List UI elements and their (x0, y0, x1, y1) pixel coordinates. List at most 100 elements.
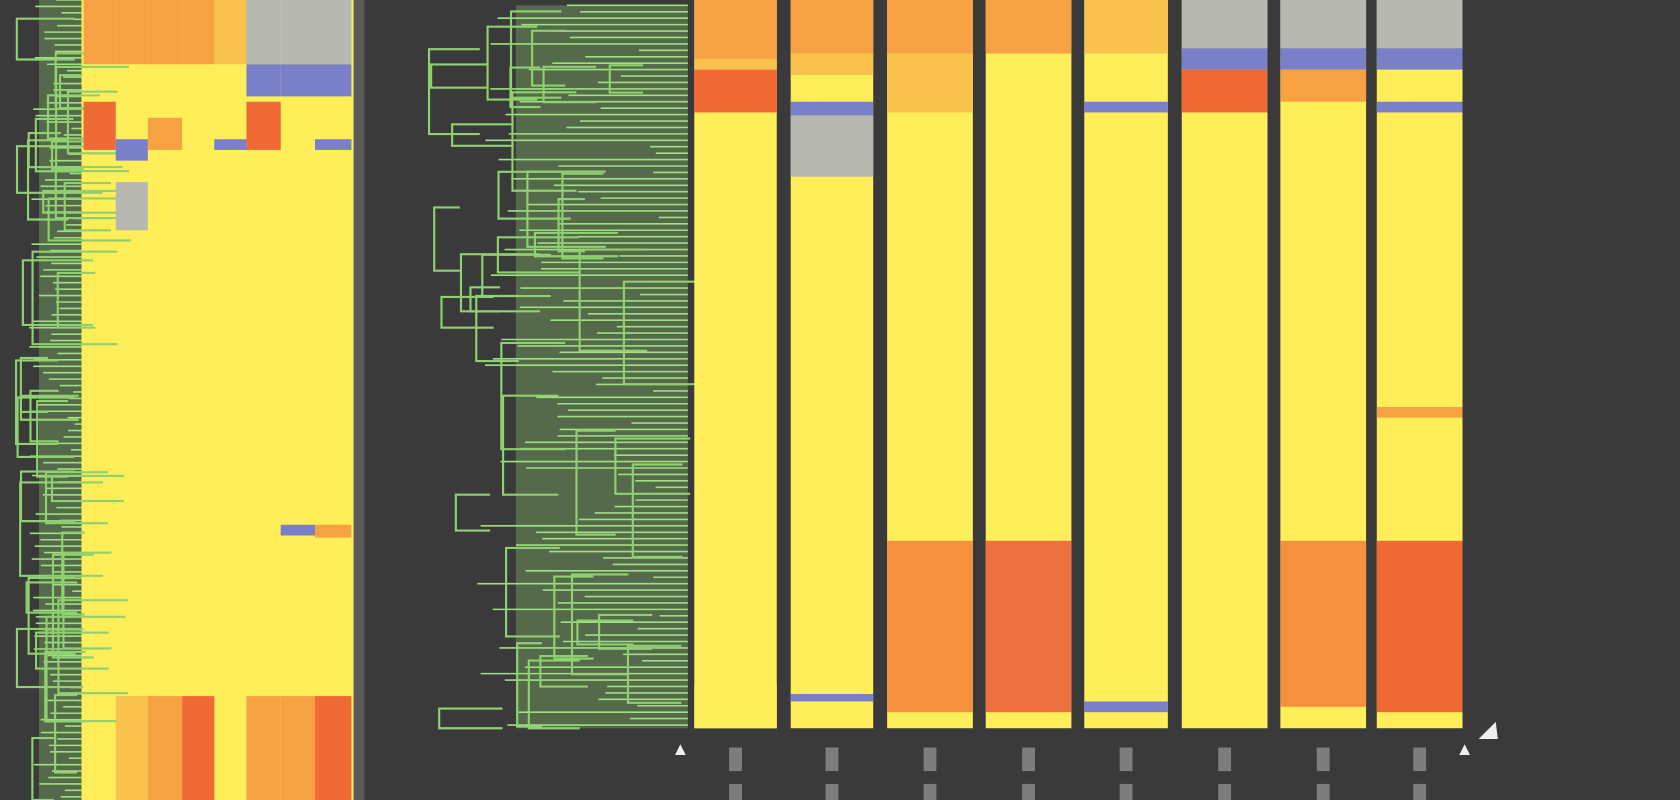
heatmap-band (1280, 540, 1367, 707)
dendrogram-branch (578, 248, 648, 352)
dendrogram-branch (36, 399, 69, 478)
dendrogram-branch (502, 394, 559, 496)
heatmap-band (1084, 0, 1168, 54)
heatmap-band (182, 0, 215, 65)
heatmap-band (1376, 406, 1463, 418)
dendrogram-branch (19, 394, 79, 421)
dendrogram-branch (531, 29, 566, 87)
dendrogram-branch (34, 117, 74, 173)
heatmap-band (790, 0, 874, 54)
heatmap-band (790, 101, 874, 116)
heatmap-band (315, 524, 352, 538)
heatmap-column (694, 0, 777, 729)
dendrogram-branch (31, 250, 118, 346)
dendrogram-branch (63, 181, 111, 232)
dendrogram-branch (26, 139, 69, 221)
heatmap-band (315, 0, 352, 65)
heatmap-band (887, 0, 973, 54)
dendrogram-branch (46, 94, 100, 140)
dendrogram-branch (509, 10, 562, 99)
dendrogram-branch (54, 693, 78, 774)
heatmap-band (115, 696, 148, 800)
heatmap-band (147, 0, 183, 65)
dendrogram-branch (496, 236, 579, 274)
column-label (1316, 783, 1330, 800)
column-label (729, 747, 742, 772)
heatmap-band (1280, 0, 1367, 49)
heatmap-band (694, 58, 777, 70)
dendrogram-branch (50, 140, 84, 171)
heatmap-band (214, 0, 247, 65)
heatmap-band (1376, 101, 1463, 113)
dendrogram-branch (19, 481, 103, 577)
heatmap-band (1181, 48, 1268, 70)
dendrogram-branch (438, 707, 503, 730)
column-label (1022, 747, 1035, 772)
heatmap-column (1181, 0, 1268, 729)
heatmap-band (1280, 48, 1367, 70)
heatmap-band (1181, 0, 1268, 49)
dendrogram-branch (481, 253, 551, 298)
heatmap-column (1084, 0, 1168, 729)
column-label (729, 783, 742, 800)
dendrogram-branch (16, 396, 75, 459)
column-label (1218, 783, 1232, 800)
heatmap-band (147, 117, 183, 150)
dendrogram-branch (45, 615, 126, 723)
dendrogram-branch (527, 659, 580, 730)
heatmap-band (1181, 69, 1268, 113)
dendrogram-branch (575, 429, 616, 536)
dendrogram-branch (15, 145, 103, 194)
dendrogram-branch (570, 573, 629, 676)
dendrogram-branch (622, 280, 697, 386)
heatmap-band (1376, 48, 1463, 70)
heatmap-band (790, 53, 874, 75)
column-markers (675, 721, 1498, 800)
dendrogram-branch (576, 619, 634, 646)
dendrogram-branch (56, 271, 96, 329)
heatmap-band (694, 685, 777, 729)
dendrogram-branch (44, 471, 108, 525)
dendrogram-branch (15, 17, 75, 61)
dendrogram-branch (19, 356, 49, 413)
dendrogram-branch (533, 231, 619, 258)
dendrogram-branch (608, 64, 644, 94)
heatmap-band (246, 101, 281, 150)
dendrogram-branch (469, 286, 501, 313)
dendrogram-branch (526, 170, 606, 248)
heatmap-band (315, 696, 352, 800)
dendrogram-branch (433, 206, 460, 272)
dendrogram-branch (57, 599, 128, 695)
heatmap-band (246, 696, 281, 800)
heatmap-band (315, 139, 352, 150)
heatmap-band (246, 64, 281, 97)
marker (1459, 721, 1498, 756)
dendrogram-branch (561, 172, 604, 260)
column-label (1119, 747, 1133, 772)
dendrogram-branch (509, 66, 541, 109)
dendrogram-branch (557, 197, 585, 253)
heatmap-band (115, 0, 148, 65)
dendrogram-branch (42, 189, 128, 214)
column-label (1316, 747, 1330, 772)
heatmap-band (1084, 701, 1168, 713)
dendrogram-branch (51, 553, 94, 659)
dendrogram-branch (516, 642, 542, 728)
column-label (1022, 783, 1035, 800)
heatmap-band (790, 115, 874, 177)
column-label (923, 747, 937, 772)
dendrogram-branch (50, 474, 125, 503)
left-dendrogram (15, 0, 132, 800)
heatmap-band (83, 0, 116, 65)
dendrogram-area (515, 5, 688, 729)
dendrogram-branch (553, 575, 594, 660)
dendrogram-branch (598, 613, 653, 650)
dendrogram-branch (27, 131, 61, 169)
dendrogram-branch (25, 581, 78, 614)
heatmap-band (280, 696, 315, 800)
dendrogram-branch (44, 650, 86, 723)
right-heatmap-columns (694, 0, 1463, 729)
dendrogram-branch (542, 65, 597, 104)
dendrogram-branch (58, 74, 83, 110)
heatmap-band (315, 64, 352, 97)
